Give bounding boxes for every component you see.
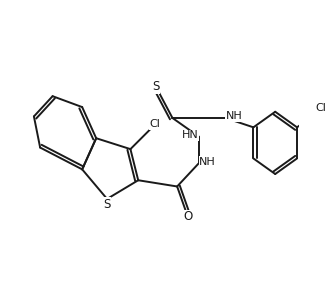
Text: O: O: [183, 210, 193, 223]
Text: Cl: Cl: [149, 119, 160, 129]
Text: HN: HN: [182, 130, 199, 140]
Text: NH: NH: [199, 157, 216, 166]
Text: S: S: [152, 80, 160, 93]
Text: NH: NH: [226, 112, 242, 121]
Text: Cl: Cl: [315, 103, 325, 113]
Text: S: S: [103, 198, 111, 211]
